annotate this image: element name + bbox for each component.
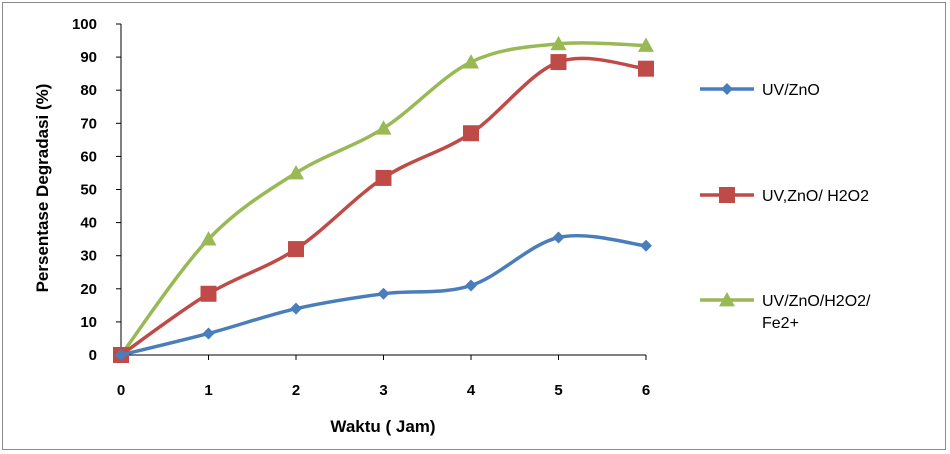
y-tick-label: 100 — [72, 16, 97, 33]
legend-item: UV,ZnO/ H2O2 — [700, 187, 869, 205]
y-tick-label: 40 — [80, 215, 97, 232]
plot-area — [113, 35, 654, 363]
x-tick-label: 3 — [379, 382, 387, 399]
data-point — [463, 54, 479, 69]
y-tick-label: 60 — [80, 148, 97, 165]
legend-label: Fe2+ — [762, 315, 799, 332]
data-point — [202, 327, 215, 340]
data-point — [463, 125, 479, 142]
y-tick-label: 80 — [80, 82, 97, 99]
series-line — [119, 41, 647, 357]
data-point — [465, 279, 477, 292]
data-point — [550, 35, 567, 51]
series-1 — [115, 231, 652, 361]
data-point — [377, 287, 390, 300]
x-tick-label: 5 — [554, 382, 562, 399]
x-tick-label: 0 — [117, 382, 125, 399]
legend-label: UV/ZnO — [762, 82, 820, 99]
y-tick-label: 30 — [80, 248, 97, 265]
x-tick-label: 6 — [642, 382, 650, 399]
data-point — [638, 60, 654, 77]
legend-label: UV/ZnO/H2O2/ — [762, 293, 871, 310]
y-tick-label: 10 — [80, 314, 97, 331]
x-tick-label: 4 — [467, 382, 476, 399]
data-point — [552, 231, 565, 244]
y-tick-label: 70 — [80, 115, 97, 132]
legend-marker — [721, 83, 733, 95]
data-point — [200, 231, 217, 246]
data-point — [640, 239, 652, 252]
legend-item: UV/ZnO — [700, 82, 820, 99]
x-tick-label: 2 — [292, 382, 300, 399]
y-axis-title: Persentase Degradasi (%) — [33, 84, 52, 293]
data-point — [550, 54, 567, 71]
series-2 — [113, 54, 654, 363]
legend-marker — [719, 292, 735, 307]
legend-marker — [719, 187, 735, 203]
data-point — [288, 241, 304, 258]
data-point — [375, 169, 392, 186]
data-point — [288, 164, 304, 180]
y-tick-label: 50 — [80, 182, 97, 199]
data-point — [200, 285, 217, 302]
x-tick-labels: 0 1 2 3 4 5 6 — [117, 355, 650, 399]
legend: UV/ZnO UV,ZnO/ H2O2 UV/ZnO/H2O2/Fe2+ — [700, 82, 871, 332]
data-point — [638, 37, 654, 52]
y-tick-label: 0 — [89, 347, 97, 364]
legend-label: UV,ZnO/ H2O2 — [762, 188, 869, 205]
y-tick-label: 90 — [80, 49, 97, 66]
x-tick-label: 1 — [204, 382, 212, 399]
data-point — [290, 302, 302, 315]
data-point — [375, 120, 392, 135]
y-tick-labels: 0 10 20 30 40 50 60 70 80 90 100 — [72, 16, 121, 364]
data-point — [115, 349, 127, 361]
y-tick-label: 20 — [80, 281, 97, 298]
series-line — [119, 56, 647, 357]
legend-item: UV/ZnO/H2O2/Fe2+ — [700, 292, 871, 332]
series-3 — [113, 35, 654, 362]
x-axis-title: Waktu ( Jam) — [330, 417, 435, 436]
